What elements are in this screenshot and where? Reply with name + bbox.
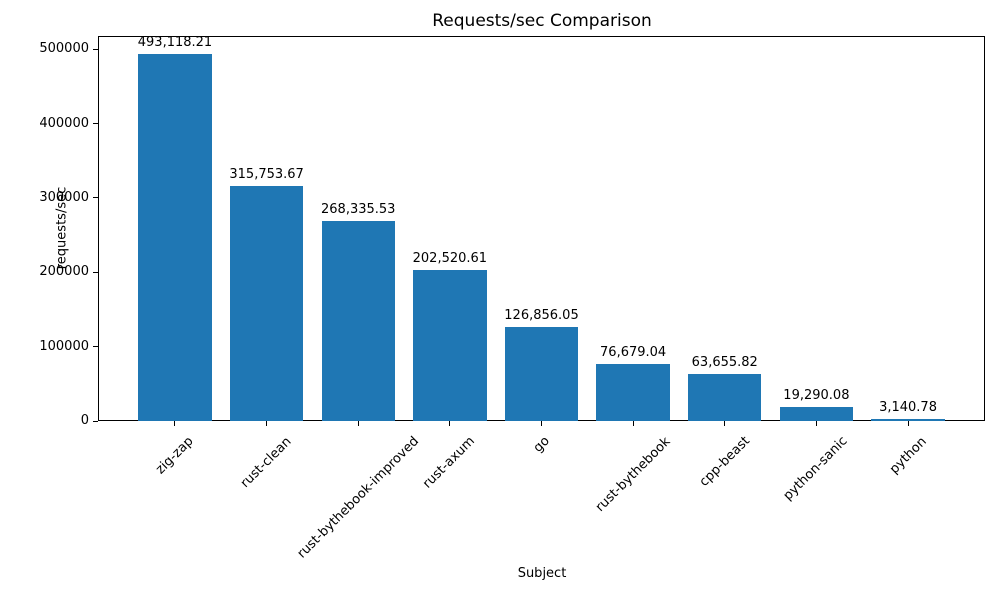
x-tick-label: cpp-beast (696, 433, 753, 491)
x-tick-mark (907, 421, 909, 426)
x-tick-label: python-sanic (781, 434, 851, 504)
bar-value-label: 19,290.08 (783, 387, 850, 403)
x-tick-label: zig-zap (153, 433, 197, 478)
y-tick-mark (93, 197, 98, 199)
bar-value-label: 63,655.82 (691, 354, 758, 370)
x-tick-mark (724, 421, 726, 426)
x-tick-mark (449, 421, 451, 426)
y-tick-mark (93, 346, 98, 348)
bar-go (504, 326, 579, 421)
bar-rust-bythebook (596, 363, 670, 421)
y-tick-label: 0 (80, 413, 89, 428)
x-tick-label: rust-bythebook-improved (294, 433, 422, 562)
bar-value-label: 76,679.04 (600, 344, 667, 360)
x-tick-mark (815, 421, 817, 426)
bar-value-label: 315,753.67 (229, 167, 304, 183)
bar-value-label: 268,335.53 (321, 202, 396, 218)
bar-rust-axum (413, 270, 487, 421)
y-tick-label: 500000 (39, 41, 89, 57)
x-tick-mark (632, 421, 634, 426)
bar-cpp-beast (688, 373, 762, 421)
y-tick-mark (93, 271, 98, 273)
chart-title: Requests/sec Comparison (432, 11, 652, 31)
x-tick-label: python (886, 433, 930, 477)
bar-rust-bythebook-improved (321, 221, 395, 421)
x-tick-label: rust-bythebook (592, 433, 674, 515)
y-tick-mark (93, 420, 98, 422)
y-tick-label: 200000 (39, 264, 89, 280)
y-tick-label: 100000 (39, 338, 89, 354)
bar-python (871, 418, 945, 421)
x-tick-mark (541, 421, 542, 426)
x-tick-label: go (530, 433, 553, 456)
x-tick-mark (266, 421, 268, 426)
bar-value-label: 493,118.21 (137, 35, 213, 51)
y-tick-label: 300000 (39, 189, 89, 205)
x-tick-mark (357, 421, 359, 426)
bar-value-label: 202,520.61 (412, 251, 488, 267)
y-tick-mark (93, 48, 98, 50)
bar-value-label: 126,856.05 (504, 307, 579, 323)
bar-rust-clean (229, 186, 304, 421)
bar-value-label: 3,140.78 (879, 399, 937, 415)
y-tick-mark (93, 123, 98, 125)
x-tick-mark (174, 421, 176, 426)
y-tick-label: 400000 (39, 115, 89, 131)
bar-python-sanic (779, 406, 854, 421)
bar-zig-zap (138, 54, 212, 421)
x-tick-label: rust-clean (237, 433, 295, 491)
x-axis-title: Subject (517, 566, 567, 581)
x-tick-label: rust-axum (420, 434, 479, 492)
